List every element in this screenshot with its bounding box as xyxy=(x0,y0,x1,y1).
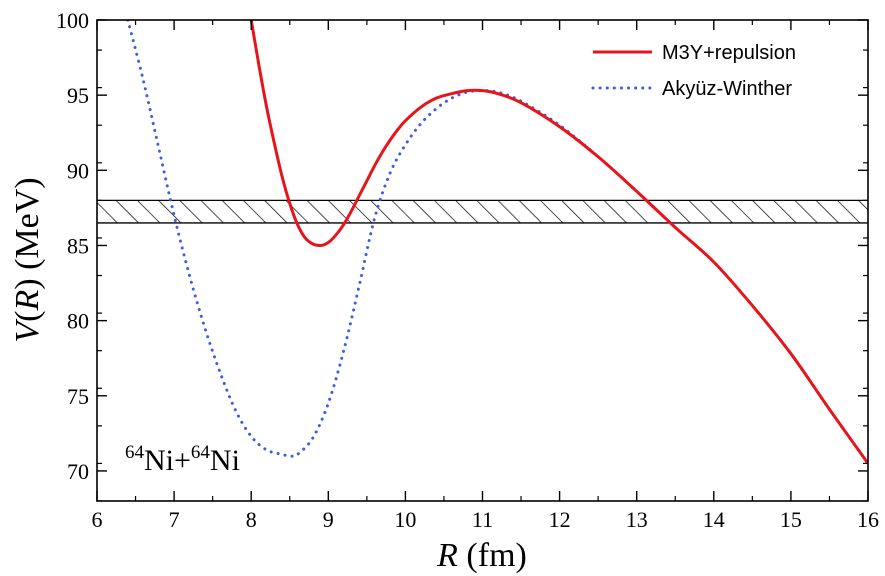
y-axis-close: ) xyxy=(9,278,46,289)
annot-symbol-1: Ni+ xyxy=(144,444,191,477)
annot-symbol-2: Ni xyxy=(210,444,240,477)
y-axis-unit: (MeV) xyxy=(9,177,46,278)
annot-mass-2: 64 xyxy=(191,442,211,463)
y-tick-label: 70 xyxy=(67,459,89,484)
y-tick-label: 100 xyxy=(56,8,89,33)
y-tick-label: 90 xyxy=(67,158,89,183)
energy-band-layer xyxy=(97,199,868,224)
legend-label-m3y: M3Y+repulsion xyxy=(662,42,796,64)
y-tick-label: 85 xyxy=(67,233,89,258)
legend-label-akyuz: Akyüz-Winther xyxy=(662,78,792,100)
x-tick-label: 7 xyxy=(169,507,180,532)
energy-band xyxy=(97,200,868,223)
annot-mass-1: 64 xyxy=(125,442,145,463)
reaction-annotation: 64Ni+64Ni xyxy=(125,442,240,477)
x-tick-label: 8 xyxy=(246,507,257,532)
y-axis-open: ( xyxy=(9,311,46,322)
series-layer xyxy=(126,20,868,465)
x-tick-label: 15 xyxy=(780,507,802,532)
y-tick-label: 80 xyxy=(67,309,89,334)
y-axis-label: V(R) (MeV) xyxy=(9,177,46,342)
x-axis-label: R (fm) xyxy=(436,537,527,574)
x-axis-var: R xyxy=(436,537,458,574)
x-axis-unit: (fm) xyxy=(458,537,527,574)
tick-layer: 6 7 8 9 10 11 12 13 14 15 16 70 75 80 85 90 95 100 xyxy=(56,8,879,532)
x-tick-label: 12 xyxy=(549,507,571,532)
y-axis-var: R xyxy=(9,290,46,312)
x-tick-label: 9 xyxy=(323,507,334,532)
x-tick-label: 13 xyxy=(626,507,648,532)
x-tick-label: 14 xyxy=(703,507,725,532)
y-tick-label: 75 xyxy=(67,384,89,409)
series-line-m3y-repulsion xyxy=(249,20,868,465)
x-tick-label: 10 xyxy=(394,507,416,532)
x-tick-label: 11 xyxy=(472,507,493,532)
series-line-akyuz-winther xyxy=(126,20,868,465)
legend: M3Y+repulsion Akyüz-Winther xyxy=(591,42,796,100)
y-tick-label: 95 xyxy=(67,83,89,108)
x-tick-label: 16 xyxy=(857,507,879,532)
x-tick-label: 6 xyxy=(92,507,103,532)
